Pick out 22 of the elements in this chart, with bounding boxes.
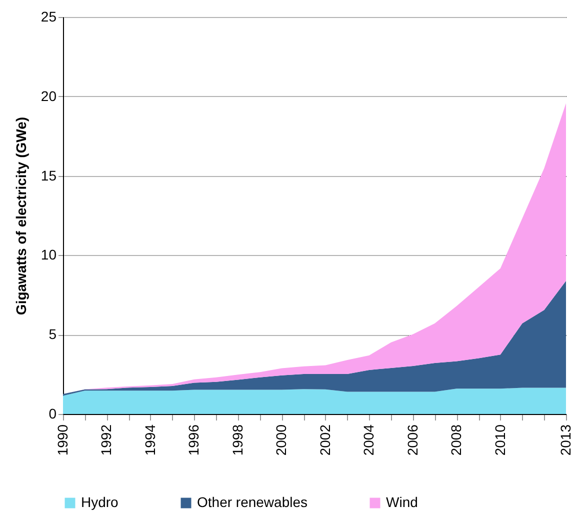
y-tick-label: 5 <box>48 326 57 342</box>
legend-label: Hydro <box>81 494 119 510</box>
y-axis-title: Gigawatts of electricity (GWe) <box>12 116 29 316</box>
x-tick-label: 1990 <box>54 424 70 456</box>
x-tick-label: 1994 <box>142 424 158 456</box>
legend-label: Wind <box>386 494 418 510</box>
x-tick-label: 2006 <box>404 424 420 456</box>
y-tick-label: 15 <box>40 167 57 184</box>
y-tick-label: 25 <box>40 8 57 24</box>
x-tick-label: 2004 <box>360 424 377 456</box>
y-tick-label: 10 <box>40 246 57 263</box>
x-tick-label: 1992 <box>98 424 114 456</box>
x-tick-label: 2002 <box>316 424 333 456</box>
y-tick-label: 20 <box>40 88 57 104</box>
x-tick-label: 1996 <box>186 424 202 456</box>
x-tick-label: 2010 <box>492 424 508 456</box>
legend-label: Other renewables <box>197 494 308 510</box>
x-tick-label: 1998 <box>229 424 246 456</box>
x-tick-label: 2000 <box>273 424 290 456</box>
y-tick-label: 0 <box>48 406 57 422</box>
x-tick-label: 2008 <box>448 424 464 456</box>
x-tick-label: 2013 <box>558 424 573 456</box>
